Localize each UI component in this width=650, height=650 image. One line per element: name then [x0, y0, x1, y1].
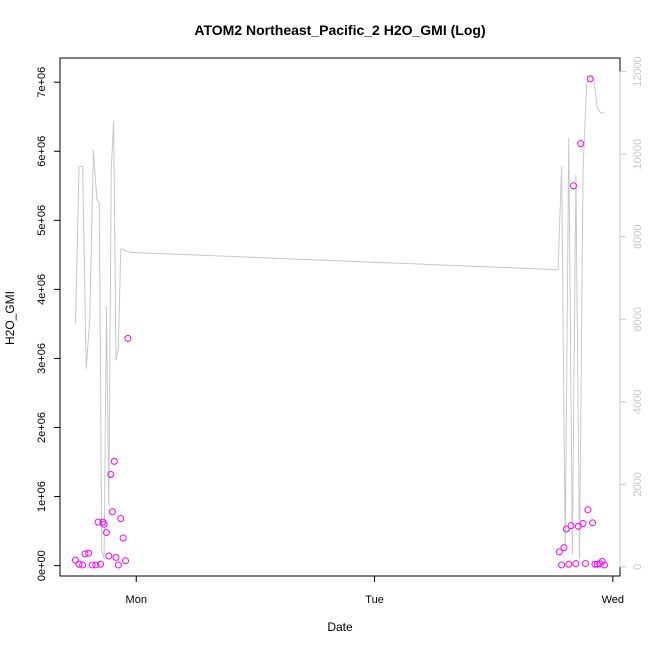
y2-tick-label: 12000 — [632, 56, 644, 87]
data-point — [581, 560, 589, 568]
secondary-series-line-group — [74, 74, 605, 559]
data-point — [560, 544, 568, 552]
data-point — [577, 140, 585, 148]
y-axis-left: 0e+00 1e+06 2e+06 3e+06 4e+06 5e+06 6e+06 7e+06 — [36, 67, 61, 581]
y-tick-label: 0e+00 — [36, 550, 48, 581]
y-tick-label: 3e+06 — [36, 343, 48, 374]
data-point — [565, 560, 573, 568]
primary-series-points-group — [71, 75, 609, 569]
data-point — [108, 508, 116, 516]
data-point — [114, 561, 122, 569]
data-point — [81, 550, 89, 558]
data-point — [88, 561, 96, 569]
y-tick-label: 2e+06 — [36, 412, 48, 443]
data-point — [85, 549, 93, 557]
data-point — [567, 522, 575, 530]
y2-tick-label: 0 — [632, 564, 644, 570]
data-point — [71, 556, 79, 564]
data-point — [75, 560, 83, 568]
data-point — [102, 528, 110, 536]
y-axis-label: H2O_GMI — [3, 291, 17, 345]
data-point — [119, 534, 127, 542]
x-axis: Mon Tue Wed — [126, 575, 624, 606]
data-point — [105, 552, 113, 560]
data-point — [579, 520, 587, 528]
y2-tick-label: 2000 — [632, 472, 644, 496]
x-tick-label: Wed — [602, 594, 624, 606]
y-tick-label: 4e+06 — [36, 274, 48, 305]
y-axis-right: 0 2000 4000 6000 8000 10000 12000 — [619, 56, 644, 570]
series-line — [74, 74, 605, 559]
data-point — [562, 525, 570, 533]
data-point — [586, 75, 594, 83]
data-point — [558, 561, 566, 569]
data-point — [589, 519, 597, 527]
data-point — [100, 520, 108, 528]
y-tick-label: 5e+06 — [36, 205, 48, 236]
data-point — [92, 561, 100, 569]
y-tick-label: 7e+06 — [36, 67, 48, 98]
data-point — [97, 560, 105, 568]
data-point — [584, 506, 592, 514]
data-point — [591, 560, 599, 568]
data-point — [601, 561, 609, 569]
data-point — [122, 557, 130, 565]
data-point — [79, 561, 87, 569]
data-point — [107, 470, 115, 478]
data-point — [110, 457, 118, 465]
data-point — [117, 515, 125, 523]
chart-title: ATOM2 Northeast_Pacific_2 H2O_GMI (Log) — [194, 22, 485, 38]
y-tick-label: 1e+06 — [36, 481, 48, 512]
x-tick-label: Tue — [365, 594, 384, 606]
x-axis-label: Date — [327, 620, 353, 634]
x-tick-label: Mon — [126, 594, 147, 606]
data-point — [570, 182, 578, 190]
y2-tick-label: 4000 — [632, 390, 644, 414]
y-tick-label: 6e+06 — [36, 136, 48, 167]
data-point — [596, 560, 604, 568]
data-point — [112, 553, 120, 561]
y2-tick-label: 6000 — [632, 307, 644, 331]
y2-tick-label: 10000 — [632, 139, 644, 170]
data-point — [124, 334, 132, 342]
data-point — [555, 548, 563, 556]
data-point — [94, 518, 102, 526]
data-point — [572, 560, 580, 568]
y2-tick-label: 8000 — [632, 224, 644, 248]
data-point — [598, 558, 606, 565]
